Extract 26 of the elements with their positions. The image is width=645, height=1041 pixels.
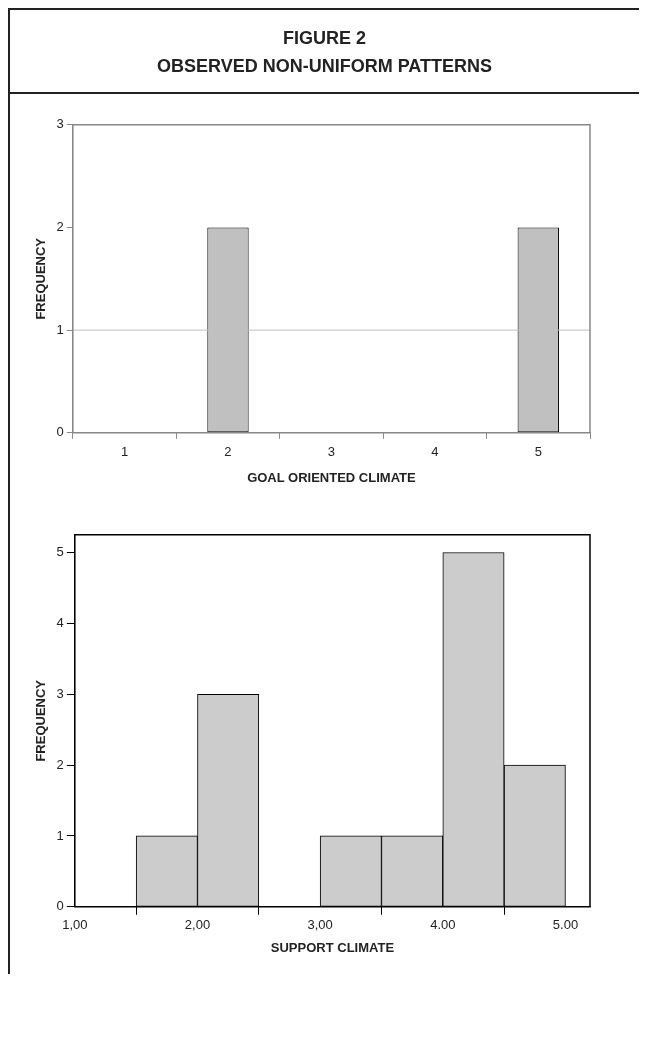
x-tick-label: 4.00 [430, 917, 456, 933]
y-axis-title: FREQUENCY [33, 237, 49, 320]
y-tick-label: 2 [56, 219, 64, 235]
y-tick-label: 3 [56, 116, 64, 132]
x-tick-label: 5.00 [552, 917, 579, 933]
x-tick-label: 1,00 [62, 917, 88, 933]
y-axis-title: FREQUENCY [33, 679, 49, 762]
y-tick-label: 0 [56, 898, 64, 914]
y-tick-label: 0 [56, 424, 64, 440]
x-tick-label: 2,00 [184, 917, 211, 933]
x-tick-label: 5 [534, 444, 542, 460]
x-tick-label: 2 [224, 444, 232, 460]
x-tick-label: 1 [120, 444, 129, 460]
chart-subtitle: OBSERVED NON-UNIFORM PATTERNS [156, 55, 493, 78]
x-axis-title: GOAL ORIENTED CLIMATE [247, 469, 416, 485]
y-tick-label: 2 [56, 756, 64, 772]
x-axis-title: SUPPORT CLIMATE [270, 939, 395, 955]
x-tick-label: 4 [431, 444, 439, 460]
y-tick-label: 4 [56, 614, 64, 630]
y-tick-label: 3 [56, 685, 64, 701]
y-tick-label: 1 [56, 321, 64, 337]
x-tick-label: 3 [327, 444, 336, 460]
y-tick-label: 1 [56, 827, 64, 843]
chart-title: FIGURE 2 [282, 27, 367, 50]
y-tick-label: 5 [56, 544, 64, 560]
x-tick-label: 3,00 [307, 917, 333, 933]
